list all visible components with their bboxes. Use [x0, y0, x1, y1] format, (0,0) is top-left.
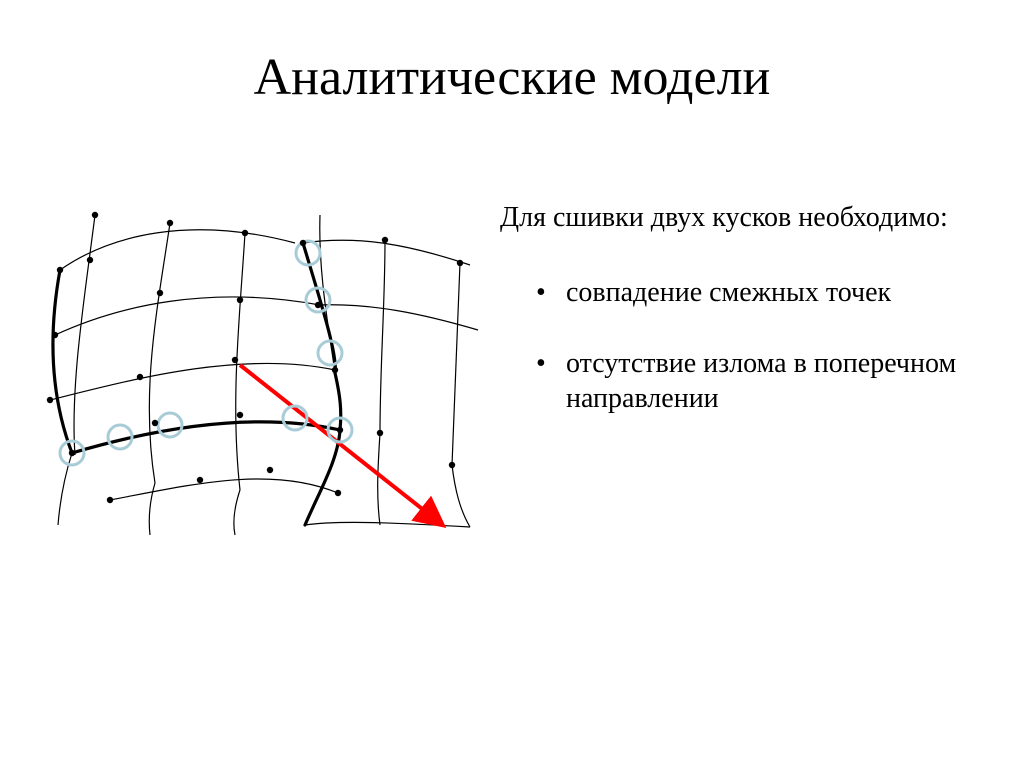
bullet-item-2: отсутствие излома в поперечном направлен…	[536, 346, 980, 416]
mesh-node	[47, 397, 53, 403]
mesh-line	[55, 297, 320, 335]
mesh-node	[137, 374, 143, 380]
mesh-node	[167, 220, 173, 226]
text-block: Для сшивки двух кусков необходимо: совпа…	[500, 200, 980, 452]
mesh-node	[300, 240, 306, 246]
mesh-node	[237, 297, 243, 303]
thick-seam-lines	[53, 243, 341, 525]
mesh-node	[87, 257, 93, 263]
mesh-line	[452, 465, 470, 527]
mesh-node	[57, 267, 63, 273]
mesh-line	[318, 305, 478, 330]
seam-line	[53, 270, 72, 453]
mesh-line	[149, 223, 170, 483]
mesh-line	[378, 433, 380, 525]
mesh-line	[60, 230, 295, 270]
mesh-node	[232, 357, 238, 363]
mesh-node	[457, 260, 463, 266]
mesh-line	[305, 522, 470, 527]
mesh-line	[452, 263, 460, 465]
seam-line	[305, 430, 340, 525]
mesh-node	[332, 367, 338, 373]
mesh-line	[50, 363, 335, 400]
mesh-node	[449, 462, 455, 468]
mesh-node	[197, 477, 203, 483]
mesh-node	[69, 450, 75, 456]
mesh-node	[267, 467, 273, 473]
red-arrow	[240, 365, 440, 523]
mesh-line	[110, 479, 338, 500]
mesh-node	[152, 420, 158, 426]
stitch-circle	[318, 341, 342, 365]
mesh-dots	[47, 212, 463, 503]
mesh-node	[382, 237, 388, 243]
thin-mesh-lines	[50, 215, 478, 535]
patch-stitch-diagram	[40, 205, 480, 545]
mesh-line	[149, 483, 155, 535]
mesh-line	[74, 215, 95, 455]
mesh-line	[234, 490, 240, 535]
bullet-list: совпадение смежных точек отсутствие изло…	[536, 275, 980, 416]
intro-text: Для сшивки двух кусков необходимо:	[500, 200, 980, 235]
mesh-node	[107, 497, 113, 503]
mesh-node	[242, 230, 248, 236]
slide: Аналитические модели Для сшивки двух кус…	[0, 0, 1024, 767]
stitch-circle	[158, 413, 182, 437]
mesh-node	[52, 332, 58, 338]
stitch-circles	[60, 241, 352, 465]
page-title: Аналитические модели	[0, 48, 1024, 107]
mesh-node	[92, 212, 98, 218]
tangent-arrow	[240, 365, 440, 523]
mesh-node	[335, 490, 341, 496]
mesh-node	[315, 302, 321, 308]
mesh-node	[237, 412, 243, 418]
bullet-item-1: совпадение смежных точек	[536, 275, 980, 310]
mesh-line	[380, 240, 385, 433]
mesh-line	[303, 240, 470, 265]
mesh-node	[377, 430, 383, 436]
mesh-node	[337, 427, 343, 433]
mesh-node	[157, 290, 163, 296]
